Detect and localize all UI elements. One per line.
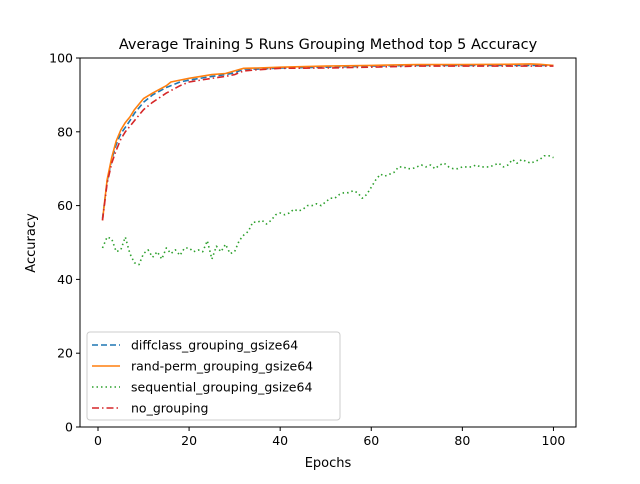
legend-label: rand-perm_grouping_gsize64 bbox=[131, 359, 313, 374]
plot-frame bbox=[79, 57, 577, 428]
legend-entries: diffclass_grouping_gsize64 rand-perm_grou… bbox=[92, 338, 313, 416]
x-tick-label: 80 bbox=[454, 433, 470, 448]
legend: diffclass_grouping_gsize64 rand-perm_grou… bbox=[86, 331, 341, 421]
legend-box bbox=[86, 331, 341, 421]
y-tick-label: 20 bbox=[57, 346, 73, 361]
x-tick-label: 20 bbox=[181, 433, 197, 448]
series-lines bbox=[101, 63, 554, 266]
y-tick-label: 100 bbox=[49, 51, 73, 66]
x-axis-label: Epochs bbox=[305, 456, 352, 471]
series-line-4 bbox=[101, 65, 554, 221]
x-tick-label: 100 bbox=[542, 433, 566, 448]
x-tick-label: 40 bbox=[272, 433, 288, 448]
y-tick-label: 0 bbox=[65, 420, 73, 435]
y-tick-label: 60 bbox=[57, 198, 73, 213]
legend-label: diffclass_grouping_gsize64 bbox=[131, 338, 298, 353]
x-tick-label: 0 bbox=[94, 433, 102, 448]
y-axis-ticks: 0 20 40 60 80 100 bbox=[49, 51, 80, 435]
y-tick-label: 80 bbox=[57, 124, 73, 139]
y-tick-label: 40 bbox=[57, 272, 73, 287]
x-tick-label: 60 bbox=[363, 433, 379, 448]
x-axis-ticks: 0 20 40 60 80 100 bbox=[94, 427, 565, 448]
series-line-2 bbox=[101, 63, 554, 221]
legend-label: no_grouping bbox=[131, 401, 208, 416]
chart-title: Average Training 5 Runs Grouping Method … bbox=[119, 37, 538, 53]
legend-label: sequential_grouping_gsize64 bbox=[131, 380, 312, 395]
y-axis-label: Accuracy bbox=[24, 213, 39, 273]
series-line-3 bbox=[101, 155, 554, 266]
